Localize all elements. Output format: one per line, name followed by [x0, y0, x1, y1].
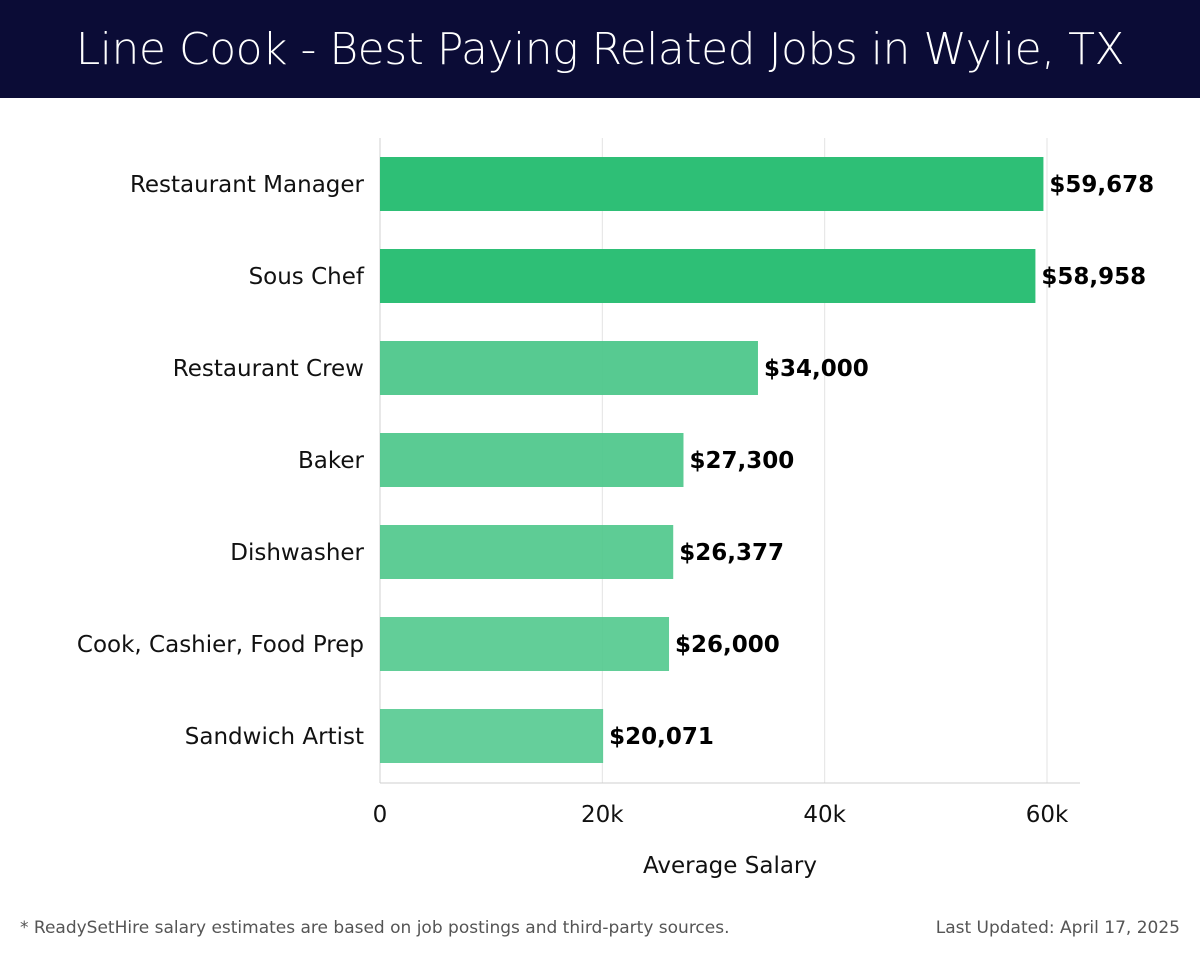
category-label: Restaurant Crew — [173, 356, 364, 382]
bars — [380, 157, 1044, 763]
x-tick-label: 0 — [373, 802, 388, 828]
category-label: Sandwich Artist — [185, 724, 364, 750]
value-label: $26,377 — [679, 540, 784, 566]
value-label: $34,000 — [764, 356, 869, 382]
value-labels: $59,678 $58,958 $34,000 $27,300 $26,377 $26,0… — [609, 172, 1154, 750]
bar — [380, 341, 758, 395]
salary-bar-chart: Restaurant Manager Sous Chef Restaurant Cr… — [77, 138, 1154, 879]
x-tick-label: 40k — [803, 802, 846, 828]
bar — [380, 525, 674, 579]
category-labels: Restaurant Manager Sous Chef Restaurant Cr… — [77, 172, 365, 750]
bar — [380, 433, 684, 487]
x-axis: 0 20k 40k 60k — [373, 782, 1080, 828]
category-label: Baker — [298, 448, 365, 474]
bar — [380, 157, 1044, 211]
x-axis-title: Average Salary — [643, 853, 817, 879]
bar — [380, 709, 604, 763]
value-label: $27,300 — [689, 448, 794, 474]
title-banner: Line Cook - Best Paying Related Jobs in … — [0, 0, 1200, 98]
footer-note: * ReadySetHire salary estimates are base… — [20, 918, 730, 938]
category-label: Restaurant Manager — [130, 172, 365, 198]
value-label: $58,958 — [1041, 264, 1146, 290]
page-title: Line Cook - Best Paying Related Jobs in … — [75, 23, 1125, 75]
category-label: Dishwasher — [230, 540, 364, 566]
last-updated: Last Updated: April 17, 2025 — [935, 918, 1180, 938]
value-label: $20,071 — [609, 724, 714, 750]
category-label: Cook, Cashier, Food Prep — [77, 632, 364, 658]
bar — [380, 249, 1036, 303]
value-label: $59,678 — [1049, 172, 1154, 198]
value-label: $26,000 — [675, 632, 780, 658]
category-label: Sous Chef — [249, 264, 365, 290]
bar — [380, 617, 670, 671]
x-tick-label: 20k — [581, 802, 624, 828]
x-tick-label: 60k — [1026, 802, 1069, 828]
